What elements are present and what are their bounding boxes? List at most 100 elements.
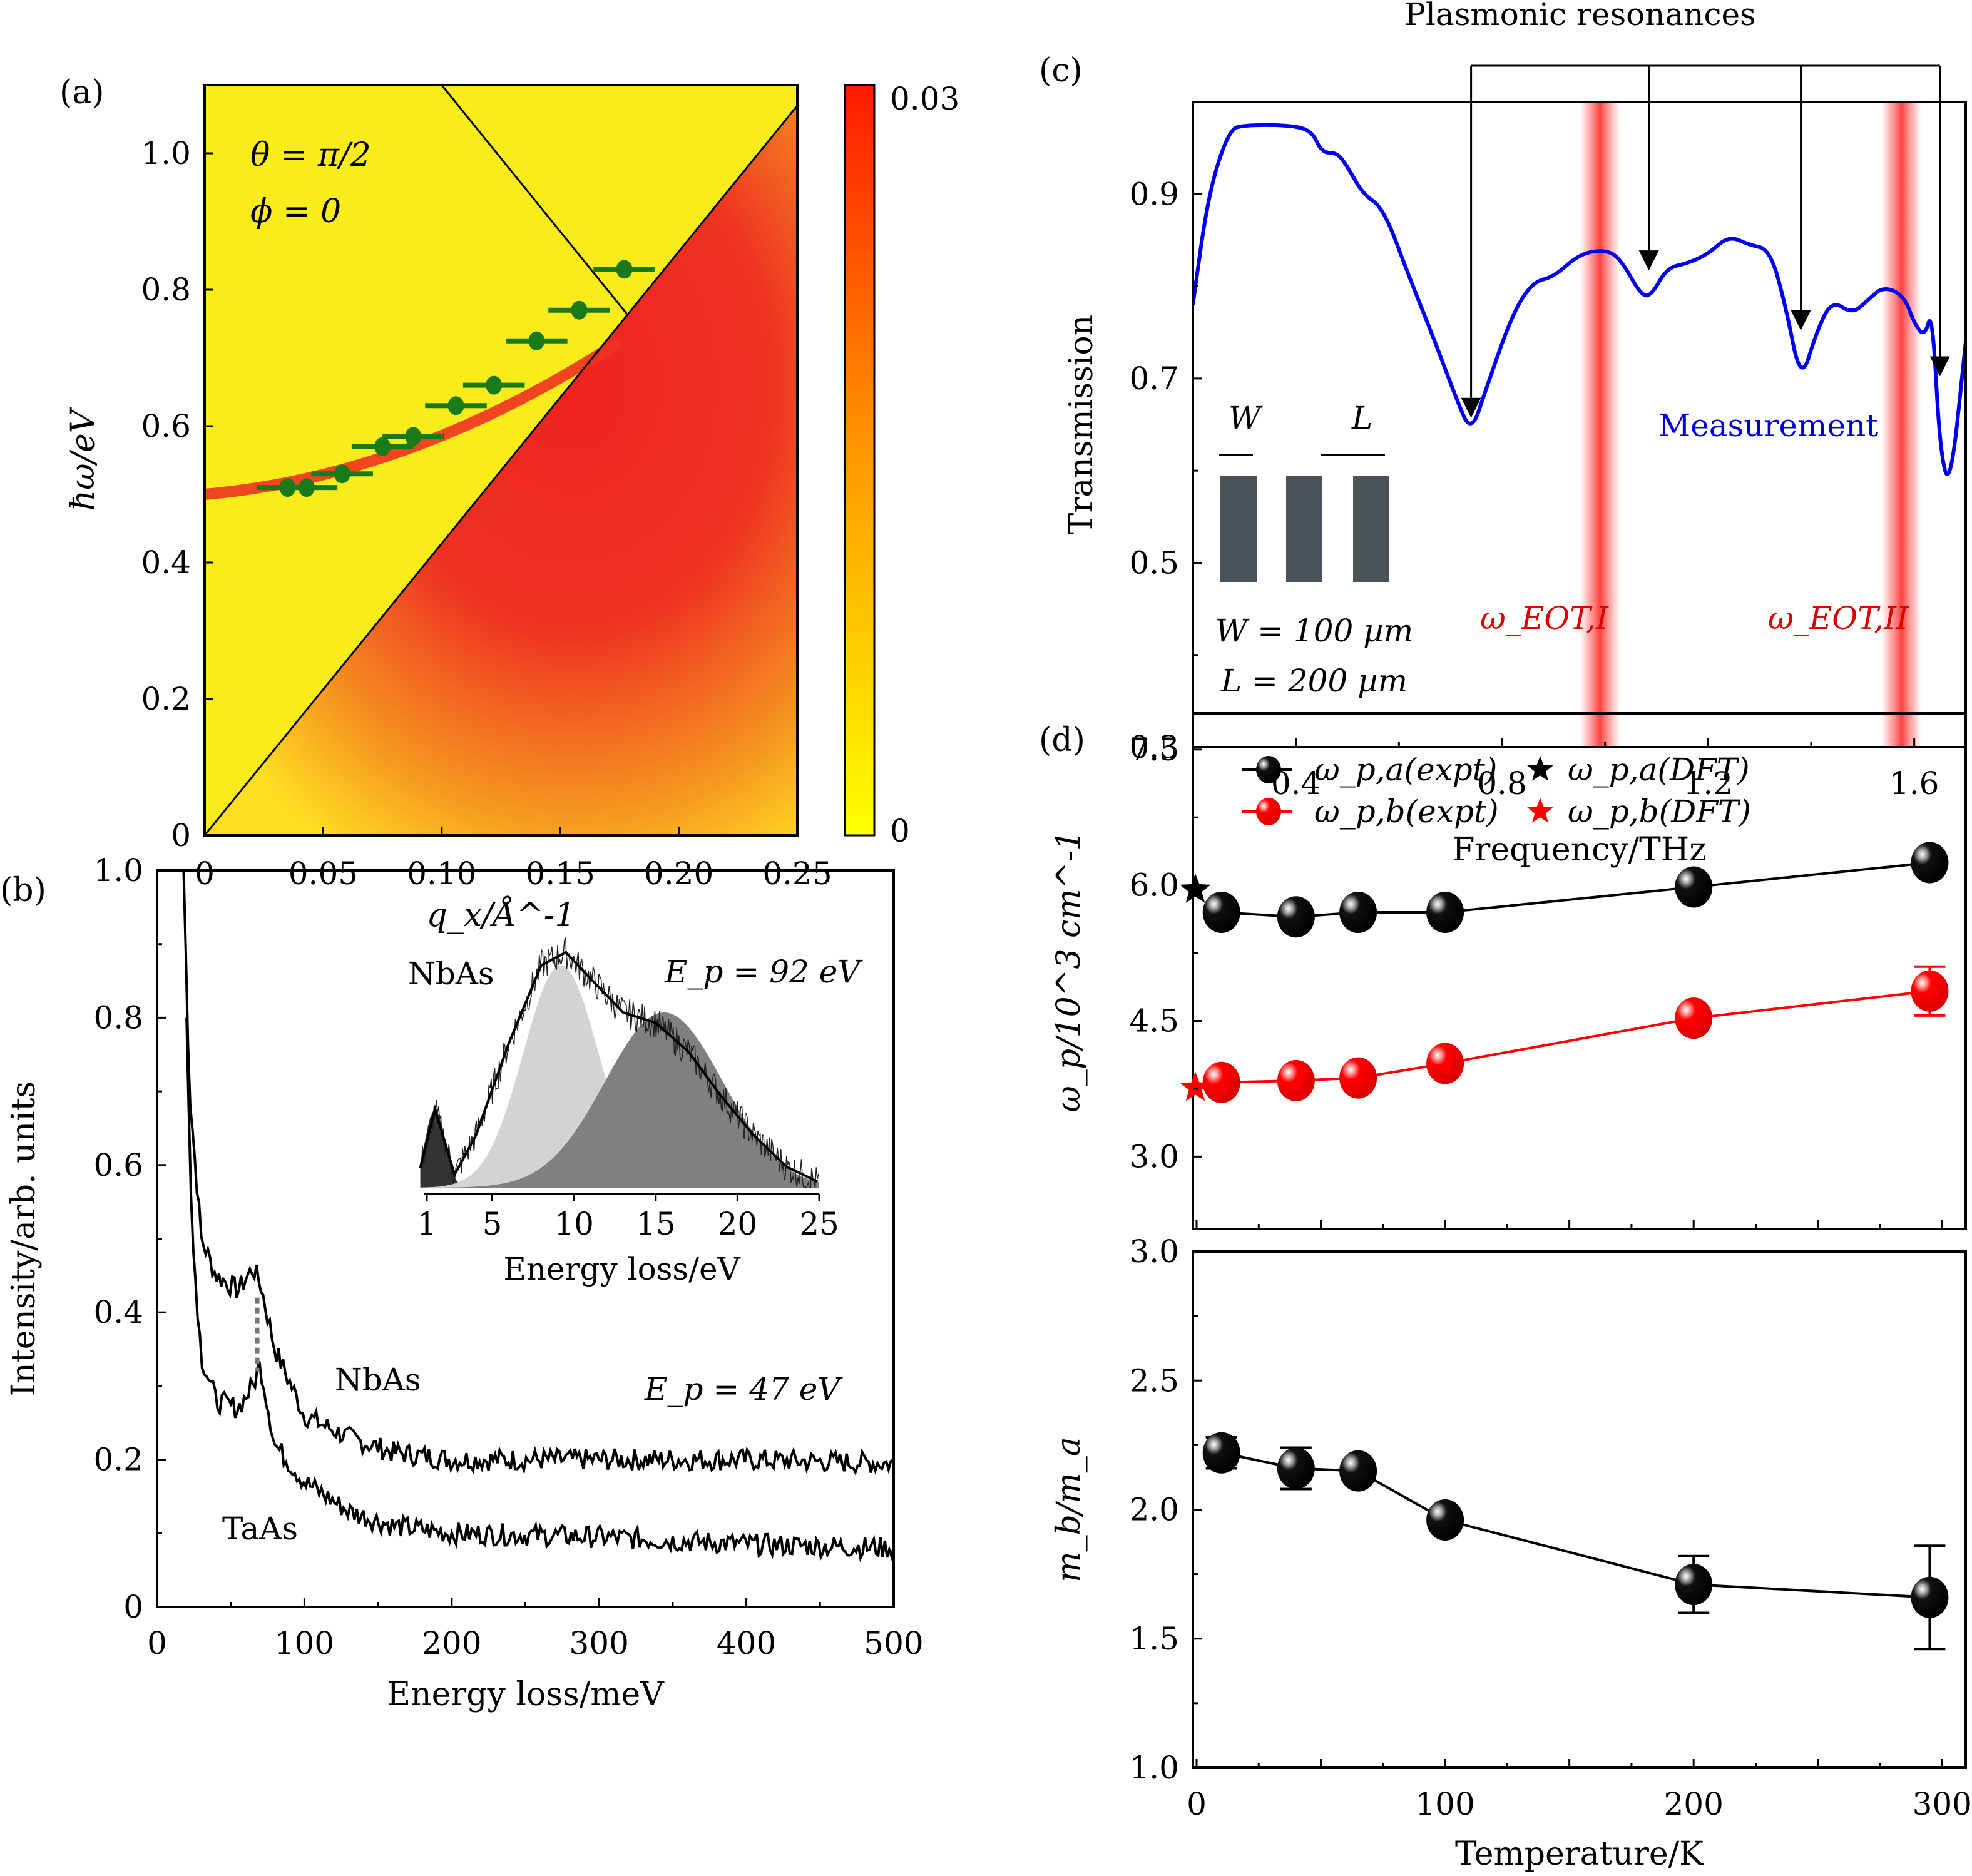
x-tick-label: 1.2: [1683, 765, 1734, 802]
omega-pa-point: [1339, 892, 1377, 934]
y-tick-label: 0.8: [141, 272, 191, 308]
y-tick-label: 0.6: [141, 408, 191, 444]
y-tick-label: 3.0: [1129, 1138, 1179, 1175]
plot-frame: [1192, 101, 1967, 748]
x-tick-label: 0.20: [644, 855, 713, 892]
mass-ratio-point: [1675, 1564, 1713, 1606]
label-ep-47: E_p = 47 eV: [644, 1371, 843, 1407]
y-axis-label: Transmission: [1063, 315, 1100, 534]
x-tick-label: 100: [1415, 1786, 1474, 1822]
y-tick-label: 0.6: [93, 1147, 143, 1183]
x-tick-label: 0.05: [289, 855, 358, 892]
y-axis-label-top: ω_p/10^3 cm^-1: [1050, 830, 1088, 1112]
data-point: [298, 478, 315, 497]
y-tick-label: 7.5: [1129, 732, 1179, 768]
omega-pb-line: [1221, 989, 1930, 1084]
dft-star-a: [1180, 873, 1211, 903]
resonance-arrowhead: [1638, 250, 1659, 271]
bottom-plot-frame: [1192, 1250, 1967, 1769]
y-tick-label: 0: [123, 1589, 143, 1625]
lower-boundary-line: [205, 105, 797, 835]
upper-boundary-line: [441, 85, 628, 315]
x-tick-label: 200: [1663, 1786, 1723, 1822]
inset-x-tick-label: 15: [636, 1206, 676, 1242]
inset-fit-curve: [419, 951, 819, 1183]
x-axis-label: q_x/Å^-1: [427, 895, 576, 934]
data-point: [571, 300, 588, 320]
x-axis-label: Temperature/K: [1455, 1835, 1704, 1873]
label-eot-1: ω_EOT,I: [1480, 600, 1609, 636]
y-tick-label: 6.0: [1129, 867, 1179, 904]
x-tick-label: 500: [864, 1625, 923, 1661]
inset-x-axis-label: Energy loss/eV: [503, 1251, 740, 1287]
x-tick-label: 100: [275, 1625, 334, 1661]
series-nbas: [182, 870, 894, 1476]
legend-star: [1527, 756, 1553, 781]
label-taas: TaAs: [222, 1511, 298, 1547]
data-point: [447, 396, 464, 415]
inset-peak-3-fill: [420, 1012, 819, 1188]
inset-x-tick-label: 20: [718, 1206, 758, 1242]
x-tick-label: 0: [195, 855, 215, 892]
y-tick-label: 1.0: [1129, 1750, 1179, 1786]
resonance-arrowhead: [1791, 310, 1811, 330]
y-axis-label: Intensity/arb. units: [5, 1081, 43, 1397]
panel-label-a: (a): [59, 74, 105, 111]
x-tick-label: 300: [1913, 1786, 1972, 1822]
x-tick-label: 0: [147, 1625, 167, 1661]
x-axis-label: Energy loss/meV: [387, 1676, 665, 1713]
y-tick-label: 3.0: [1129, 1233, 1179, 1270]
sample-strip-3: [1353, 476, 1389, 582]
legend-marker: [1256, 798, 1281, 825]
omega-pb-point: [1202, 1061, 1240, 1103]
data-point: [528, 331, 545, 350]
data-point: [334, 464, 350, 484]
dft-star-b: [1180, 1071, 1211, 1101]
inset-x-tick-label: 1: [417, 1206, 437, 1242]
y-tick-label: 0.7: [1129, 360, 1179, 397]
mass-ratio-point: [1339, 1450, 1377, 1492]
annotation-phi: ϕ = 0: [250, 193, 341, 230]
sample-strip-2: [1286, 476, 1322, 582]
colorbar: [844, 84, 876, 837]
mass-ratio-point: [1277, 1447, 1315, 1489]
panel-a: 0 0.05 0.10 0.15 0.20 0.25 0 0.2 0.4 0.6 0.8 1.0 q_x…: [64, 81, 959, 934]
omega-pa-point: [1202, 892, 1240, 934]
x-tick-label: 0.10: [407, 855, 476, 892]
data-point: [486, 375, 503, 395]
transmission-curve: [1193, 123, 1966, 476]
y-tick-label: 1.5: [1129, 1621, 1179, 1657]
mass-ratio-line: [1221, 1451, 1930, 1599]
inset-x-tick-label: 25: [799, 1206, 839, 1242]
panel-d: ω_p,a(expt) ω_p,b(expt) ω_p,a(DFT) ω_p,b(DF…: [1050, 712, 1972, 1873]
data-point: [616, 260, 633, 279]
inset-x-tick-label: 10: [554, 1206, 594, 1242]
legend-marker: [1256, 756, 1281, 783]
y-tick-label: 0.5: [1129, 544, 1179, 581]
inset-label-l: L: [1351, 400, 1372, 436]
label-nbas: NbAs: [335, 1362, 421, 1398]
inset-x-tick-label: 5: [483, 1206, 503, 1242]
omega-pa-point: [1277, 896, 1315, 938]
legend-label: ω_p,b(expt): [1314, 793, 1499, 830]
y-tick-label: 0.9: [1129, 176, 1179, 212]
eot-band-2: [1881, 102, 1922, 747]
inset-w-value: W = 100 µm: [1215, 613, 1413, 649]
omega-pb-point: [1911, 970, 1949, 1012]
panel-label-d: (d): [1039, 721, 1085, 759]
x-tick-label: 0: [1187, 1786, 1207, 1822]
y-tick-label: 0.4: [93, 1294, 143, 1330]
omega-pa-line: [1221, 861, 1930, 919]
colorbar-min-label: 0: [890, 813, 910, 849]
omega-pb-point: [1339, 1057, 1377, 1099]
label-eot-2: ω_EOT,II: [1768, 600, 1909, 636]
y-tick-label: 0.4: [141, 544, 191, 581]
inset-label-w: W: [1229, 400, 1263, 436]
y-tick-label: 1.0: [93, 852, 143, 889]
x-tick-label: 400: [717, 1625, 776, 1661]
legend-label: ω_p,a(expt): [1314, 752, 1497, 788]
resonance-arrowhead: [1461, 397, 1481, 418]
